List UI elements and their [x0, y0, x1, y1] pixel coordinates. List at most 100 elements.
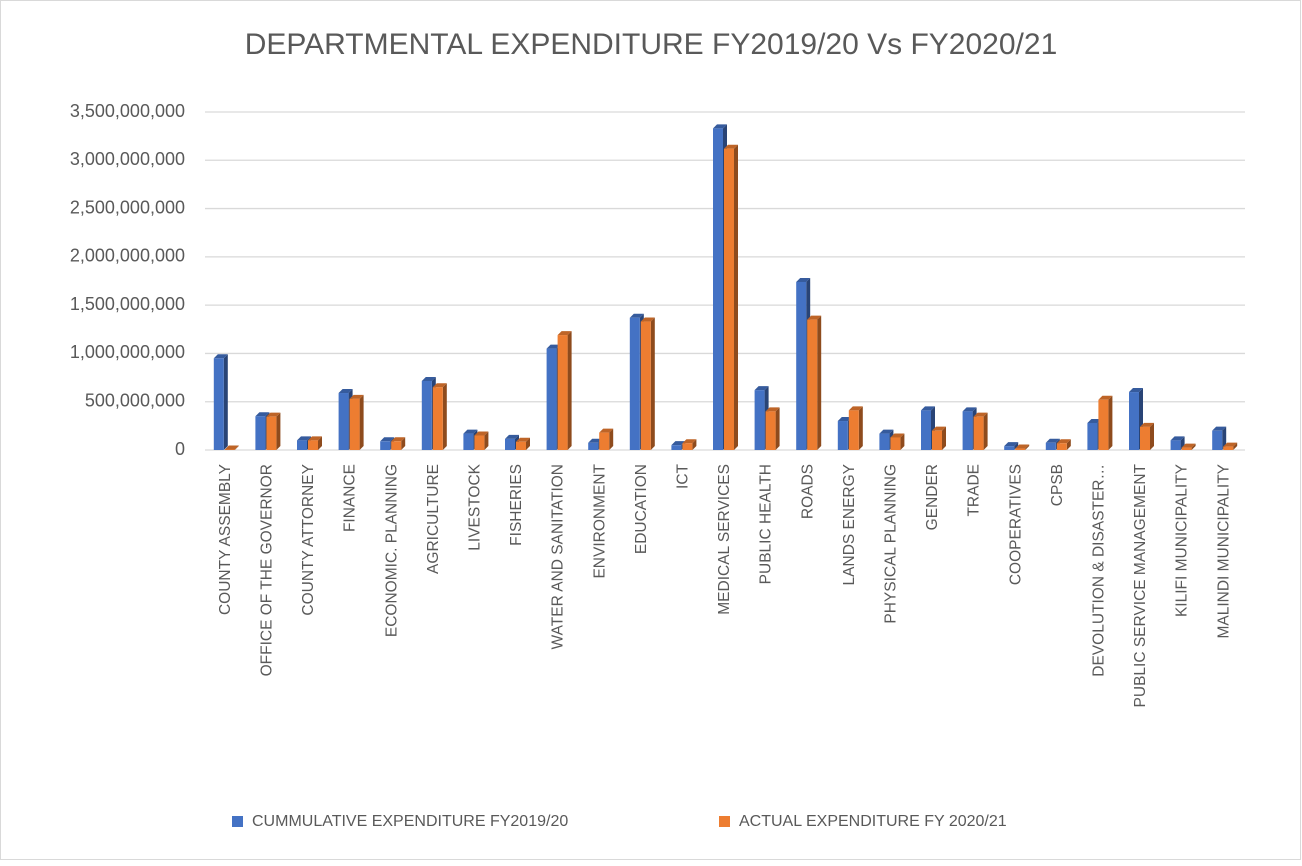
- bar: [297, 440, 307, 450]
- bar: [932, 431, 942, 450]
- bar: [214, 358, 224, 450]
- x-tick-label: ICT: [674, 463, 691, 489]
- bar: [921, 410, 931, 450]
- x-tick-label: ENVIRONMENT: [591, 463, 608, 578]
- bar: [1046, 443, 1056, 450]
- bar: [380, 441, 390, 450]
- bar-side: [224, 354, 228, 450]
- chart-title: DEPARTMENTAL EXPENDITURE FY2019/20 Vs FY…: [245, 28, 1058, 61]
- bar: [1171, 440, 1181, 450]
- bar-side: [859, 406, 863, 450]
- x-tick-label: COOPERATIVES: [1007, 464, 1024, 585]
- bar-side: [1108, 396, 1112, 450]
- y-tick-label: 3,000,000,000: [70, 149, 185, 169]
- y-tick-label: 1,000,000,000: [70, 342, 185, 362]
- bar: [463, 434, 473, 450]
- legend-swatch: [719, 816, 730, 827]
- bar: [266, 417, 276, 450]
- x-tick-label: WATER AND SANITATION: [550, 464, 567, 649]
- bar-side: [776, 407, 780, 450]
- bar: [350, 399, 360, 450]
- bar-side: [360, 395, 364, 450]
- x-tick-label: GENDER: [924, 464, 941, 530]
- bar: [1223, 447, 1233, 450]
- bar: [1087, 423, 1097, 450]
- bar-side: [443, 383, 447, 450]
- bar-side: [734, 145, 738, 450]
- x-tick-label: FISHERIES: [508, 464, 525, 546]
- bar: [838, 421, 848, 450]
- bar: [890, 437, 900, 450]
- bar: [1212, 431, 1222, 450]
- bar: [1057, 443, 1067, 450]
- bar: [433, 387, 443, 450]
- x-tick-label: EDUCATION: [633, 464, 650, 554]
- bar: [849, 410, 859, 450]
- bar: [1182, 448, 1192, 450]
- bar: [1004, 446, 1014, 450]
- y-tick-label: 2,500,000,000: [70, 197, 185, 217]
- x-tick-label: LANDS ENERGY: [841, 464, 858, 585]
- bar: [339, 393, 349, 450]
- x-tick-label: PUBLIC HEALTH: [758, 464, 775, 584]
- bar: [308, 440, 318, 450]
- bar-side: [1150, 423, 1154, 450]
- x-tick-label: KILIFI MUNICIPALITY: [1174, 464, 1191, 617]
- bar-side: [276, 413, 280, 450]
- y-tick-label: 1,500,000,000: [70, 294, 185, 314]
- bar: [547, 349, 557, 450]
- bar-side: [568, 331, 572, 450]
- x-tick-label: PUBLIC SERVICE MANAGEMENT: [1132, 463, 1149, 707]
- bar: [255, 416, 265, 450]
- bar: [558, 335, 568, 450]
- bar: [974, 417, 984, 450]
- bar-side: [942, 427, 946, 450]
- x-tick-label: COUNTY ATTORNEY: [300, 464, 317, 616]
- bar: [599, 433, 609, 450]
- legend-label: CUMMULATIVE EXPENDITURE FY2019/20: [252, 813, 568, 830]
- x-tick-label: TRADE: [966, 464, 983, 517]
- bar: [963, 411, 973, 450]
- x-tick-label: ECONOMIC. PLANNING: [383, 464, 400, 637]
- y-tick-label: 500,000,000: [85, 390, 185, 410]
- bar: [724, 149, 734, 450]
- bar: [630, 318, 640, 450]
- x-tick-label: COUNTY ASSEMBLY: [217, 464, 234, 615]
- bar: [671, 445, 681, 450]
- bar: [474, 436, 484, 450]
- bar: [1129, 392, 1139, 450]
- x-tick-label: OFFICE OF THE GOVERNOR: [258, 464, 275, 676]
- x-tick-label: MEDICAL SERVICES: [716, 464, 733, 615]
- x-tick-label: ROADS: [799, 464, 816, 519]
- x-tick-label: PHYSICAL PLANNING: [882, 464, 899, 624]
- bar: [641, 322, 651, 450]
- bar: [1140, 427, 1150, 450]
- bar: [766, 411, 776, 450]
- bar-side: [984, 413, 988, 450]
- y-tick-label: 0: [175, 439, 185, 459]
- bar: [1098, 400, 1108, 450]
- x-tick-label: MALINDI MUNICIPALITY: [1215, 464, 1232, 639]
- bar: [879, 434, 889, 450]
- bar: [505, 439, 515, 450]
- legend-label: ACTUAL EXPENDITURE FY 2020/21: [739, 813, 1007, 830]
- bar: [755, 390, 765, 450]
- x-tick-label: CPSB: [1049, 464, 1066, 506]
- bar: [713, 128, 723, 450]
- bar: [422, 381, 432, 450]
- x-tick-label: LIVESTOCK: [466, 463, 483, 550]
- x-tick-label: AGRICULTURE: [425, 464, 442, 574]
- bar: [807, 320, 817, 450]
- y-tick-label: 2,000,000,000: [70, 246, 185, 266]
- bar-side: [651, 318, 655, 450]
- bar: [1015, 449, 1025, 450]
- bar: [516, 442, 526, 450]
- bar-side: [817, 316, 821, 450]
- bar: [588, 443, 598, 450]
- x-tick-label: FINANCE: [342, 464, 359, 532]
- x-tick-label: DEVOLUTION & DISASTER…: [1090, 464, 1107, 677]
- legend-swatch: [232, 816, 243, 827]
- bar: [796, 282, 806, 450]
- bar: [682, 443, 692, 450]
